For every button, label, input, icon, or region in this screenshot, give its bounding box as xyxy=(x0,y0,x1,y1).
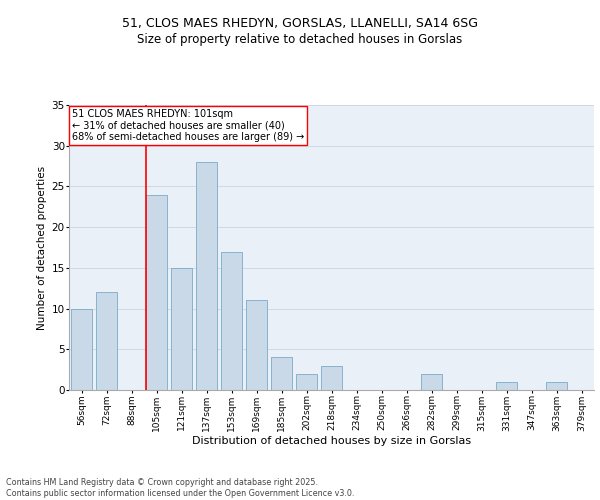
Text: 51, CLOS MAES RHEDYN, GORSLAS, LLANELLI, SA14 6SG: 51, CLOS MAES RHEDYN, GORSLAS, LLANELLI,… xyxy=(122,18,478,30)
Bar xyxy=(246,300,267,390)
Bar xyxy=(221,252,242,390)
Text: Contains HM Land Registry data © Crown copyright and database right 2025.
Contai: Contains HM Land Registry data © Crown c… xyxy=(6,478,355,498)
Bar xyxy=(196,162,217,390)
Bar xyxy=(296,374,317,390)
Bar xyxy=(321,366,342,390)
Bar xyxy=(96,292,117,390)
Bar xyxy=(146,194,167,390)
Bar xyxy=(171,268,192,390)
Y-axis label: Number of detached properties: Number of detached properties xyxy=(37,166,47,330)
X-axis label: Distribution of detached houses by size in Gorslas: Distribution of detached houses by size … xyxy=(192,436,471,446)
Bar xyxy=(271,358,292,390)
Bar xyxy=(546,382,567,390)
Bar xyxy=(71,308,92,390)
Bar xyxy=(421,374,442,390)
Text: Size of property relative to detached houses in Gorslas: Size of property relative to detached ho… xyxy=(137,32,463,46)
Text: 51 CLOS MAES RHEDYN: 101sqm
← 31% of detached houses are smaller (40)
68% of sem: 51 CLOS MAES RHEDYN: 101sqm ← 31% of det… xyxy=(71,110,304,142)
Bar xyxy=(496,382,517,390)
